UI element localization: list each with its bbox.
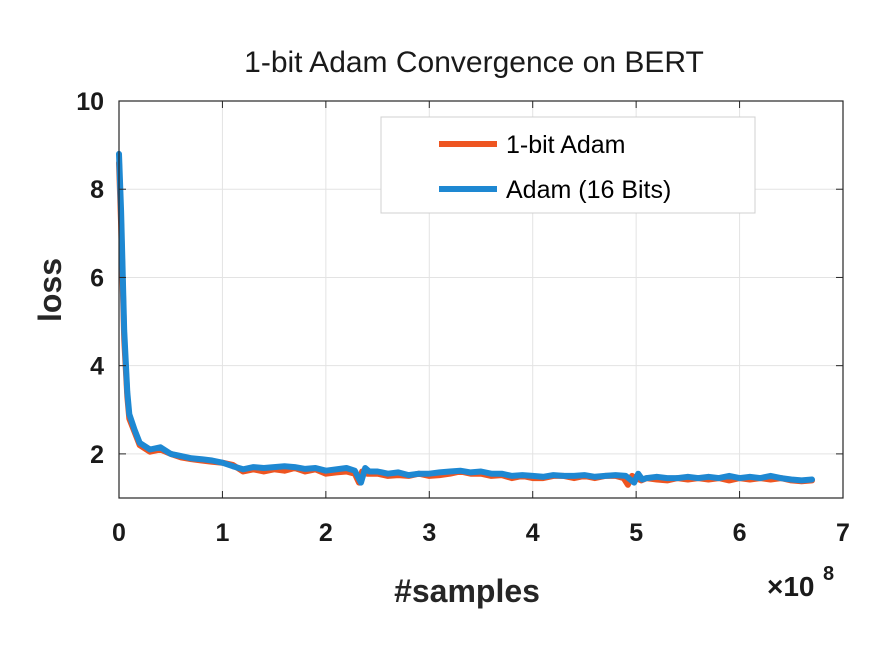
x-tick-label: 5 bbox=[629, 519, 643, 547]
x-tick-label: 6 bbox=[733, 519, 747, 547]
x-tick-label: 0 bbox=[112, 519, 126, 547]
series-line-adam-16-bits bbox=[116, 150, 815, 486]
x-tick-label: 7 bbox=[836, 519, 850, 547]
legend-box bbox=[380, 116, 756, 214]
x-tick-label: 4 bbox=[526, 519, 540, 547]
x-tick-label: 1 bbox=[215, 519, 229, 547]
series-layer bbox=[116, 150, 815, 488]
legend: 1-bit Adam Adam (16 Bits) bbox=[380, 116, 756, 214]
x-exponent: ×10 8 bbox=[767, 563, 834, 602]
y-tick-label: 10 bbox=[76, 88, 104, 116]
chart-title: 1-bit Adam Convergence on BERT bbox=[244, 46, 704, 79]
x-exponent-base: ×10 bbox=[767, 571, 815, 602]
y-tick-label: 8 bbox=[90, 176, 104, 204]
legend-label-1-bit-adam: 1-bit Adam bbox=[506, 131, 626, 159]
x-tick-label: 2 bbox=[319, 519, 333, 547]
y-tick-label: 4 bbox=[90, 353, 104, 381]
plot-frame bbox=[118, 100, 844, 499]
x-axis-label: #samples bbox=[394, 573, 540, 609]
x-tick-label: 3 bbox=[422, 519, 436, 547]
y-tick-label: 2 bbox=[90, 441, 104, 469]
y-axis-label: loss bbox=[32, 258, 68, 322]
y-tick-label: 6 bbox=[90, 264, 104, 292]
legend-label-adam-16-bits: Adam (16 Bits) bbox=[506, 176, 671, 204]
x-exponent-power: 8 bbox=[823, 563, 834, 585]
axis-ticks: 0 1 2 3 4 5 6 7 2 4 6 8 10 bbox=[76, 88, 850, 547]
